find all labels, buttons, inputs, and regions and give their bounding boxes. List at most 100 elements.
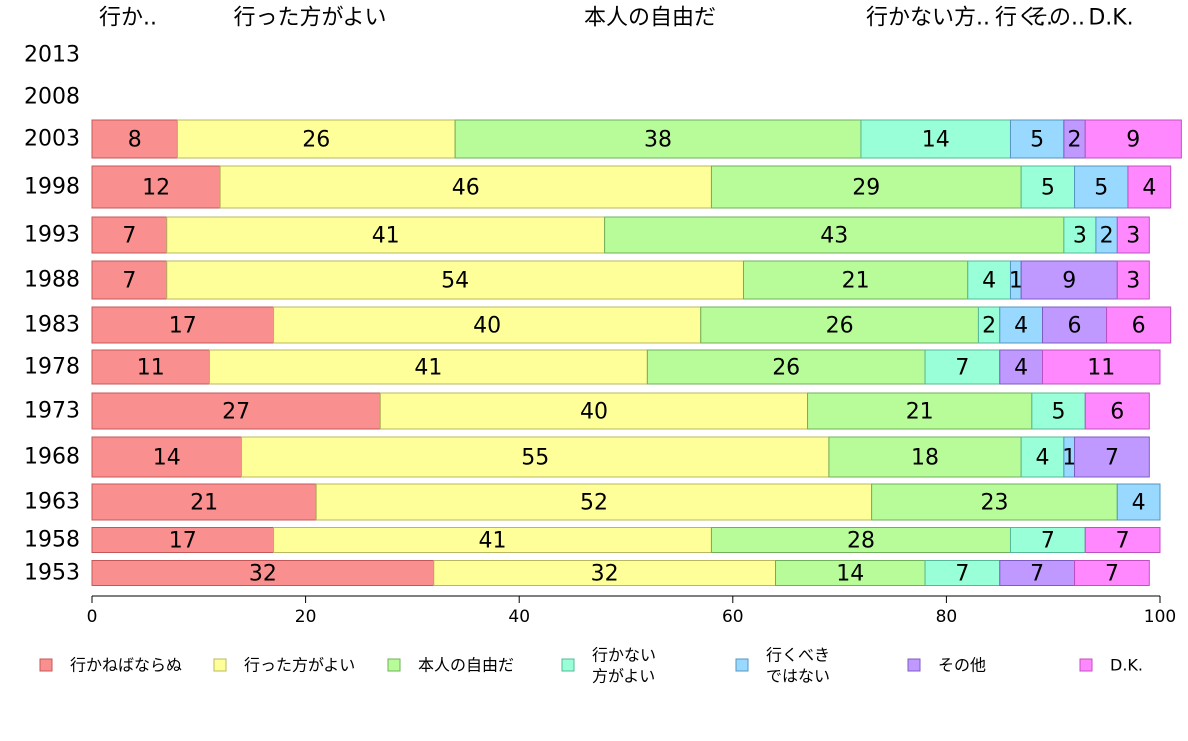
bar-segment <box>1042 349 1161 385</box>
data-label: 5 <box>1094 176 1108 201</box>
data-label: 7 <box>1116 529 1130 554</box>
bar-segment <box>646 349 926 385</box>
bar-segment <box>710 165 1022 209</box>
bar-segment <box>807 392 1033 430</box>
legend-label: D.K. <box>1110 656 1143 675</box>
data-label: 29 <box>852 176 880 201</box>
data-label: 21 <box>190 491 218 516</box>
year-label: 1963 <box>24 490 80 515</box>
bar-segment <box>1116 483 1161 521</box>
data-label: 52 <box>580 491 608 516</box>
data-label: 43 <box>820 224 848 249</box>
data-label: 21 <box>906 400 934 425</box>
data-label: 17 <box>169 529 197 554</box>
bar-segment <box>1020 260 1118 300</box>
bar-segment <box>1074 560 1150 586</box>
data-label: 18 <box>911 446 939 471</box>
legend-label: 行った方がよい <box>244 656 355 675</box>
bar-segment <box>273 527 712 553</box>
data-label: 4 <box>982 269 996 294</box>
data-label: 40 <box>580 400 608 425</box>
data-label: 7 <box>122 269 136 294</box>
data-label: 5 <box>1052 400 1066 425</box>
data-label: 2 <box>1068 128 1082 153</box>
bar-segment <box>166 260 744 300</box>
data-label: 26 <box>772 356 800 381</box>
bar-segment <box>1116 216 1150 254</box>
data-label: 2 <box>1100 224 1114 249</box>
bar-segment <box>91 165 221 209</box>
year-label: 1968 <box>24 445 80 470</box>
year-label: 1953 <box>24 561 80 586</box>
bar-segment <box>967 260 1011 300</box>
legend-swatch <box>213 658 227 672</box>
top-label: 行かない方.. <box>866 6 990 31</box>
data-label: 5 <box>1030 128 1044 153</box>
legend-label: その他 <box>938 656 986 675</box>
data-label: 14 <box>922 128 950 153</box>
bar-segment <box>1084 527 1161 553</box>
bar-segment <box>924 560 1001 586</box>
bar-segment <box>454 119 862 159</box>
legend-label: 方がよい <box>592 667 655 686</box>
data-label: 4 <box>1142 176 1156 201</box>
bar-segment <box>1020 165 1076 209</box>
bar-segment <box>1084 119 1182 159</box>
bar-segment <box>1116 260 1150 300</box>
data-label: 7 <box>955 356 969 381</box>
x-tick-label: 80 <box>936 607 958 627</box>
bar-segment <box>91 260 168 300</box>
year-label: 2008 <box>24 85 80 110</box>
year-label: 2013 <box>24 43 80 68</box>
legend-label: 行かねばならぬ <box>70 656 182 675</box>
top-label: その.. <box>1027 6 1085 31</box>
data-label: 1 <box>1009 269 1023 294</box>
year-label: 1983 <box>24 313 80 338</box>
data-label: 7 <box>1105 446 1119 471</box>
bar-segment <box>166 216 606 254</box>
data-label: 3 <box>1126 269 1140 294</box>
year-label: 1958 <box>24 528 80 553</box>
data-label: 2 <box>982 314 996 339</box>
x-tick-label: 0 <box>87 607 98 627</box>
top-label: 行か.. <box>99 6 157 31</box>
bar-segment <box>1106 306 1172 344</box>
legend-label: ではない <box>766 667 830 686</box>
data-label: 32 <box>249 562 277 587</box>
legend-label: 行かない <box>592 646 656 665</box>
data-label: 7 <box>1041 529 1055 554</box>
bar-segment <box>91 527 275 553</box>
year-label: 1993 <box>24 223 80 248</box>
bar-segment <box>1084 392 1150 430</box>
data-label: 17 <box>169 314 197 339</box>
bar-segment <box>315 483 873 521</box>
data-label: 8 <box>128 128 142 153</box>
data-label: 40 <box>473 314 501 339</box>
bar-segment <box>1009 119 1065 159</box>
data-label: 11 <box>1087 356 1115 381</box>
data-label: 27 <box>222 400 250 425</box>
legend-swatch <box>387 658 401 672</box>
x-tick-label: 40 <box>508 607 530 627</box>
data-label: 7 <box>1105 562 1119 587</box>
data-label: 7 <box>955 562 969 587</box>
bar-segment <box>176 119 456 159</box>
top-label: 行った方がよい <box>234 6 387 31</box>
x-tick-label: 60 <box>722 607 744 627</box>
legend-label: 行くべき <box>766 646 830 665</box>
data-label: 32 <box>591 562 619 587</box>
data-label: 6 <box>1110 400 1124 425</box>
data-label: 7 <box>122 224 136 249</box>
bar-segment <box>91 483 317 521</box>
data-label: 3 <box>1073 224 1087 249</box>
bar-segment <box>700 306 979 344</box>
data-label: 4 <box>1036 446 1050 471</box>
bar-segment <box>91 436 243 478</box>
top-label: 行く.. <box>995 6 1053 31</box>
year-label: 2003 <box>24 127 80 152</box>
bar-segment <box>1031 392 1086 430</box>
year-label: 1973 <box>24 399 80 424</box>
data-label: 28 <box>847 529 875 554</box>
data-label: 3 <box>1126 224 1140 249</box>
data-label: 6 <box>1068 314 1082 339</box>
